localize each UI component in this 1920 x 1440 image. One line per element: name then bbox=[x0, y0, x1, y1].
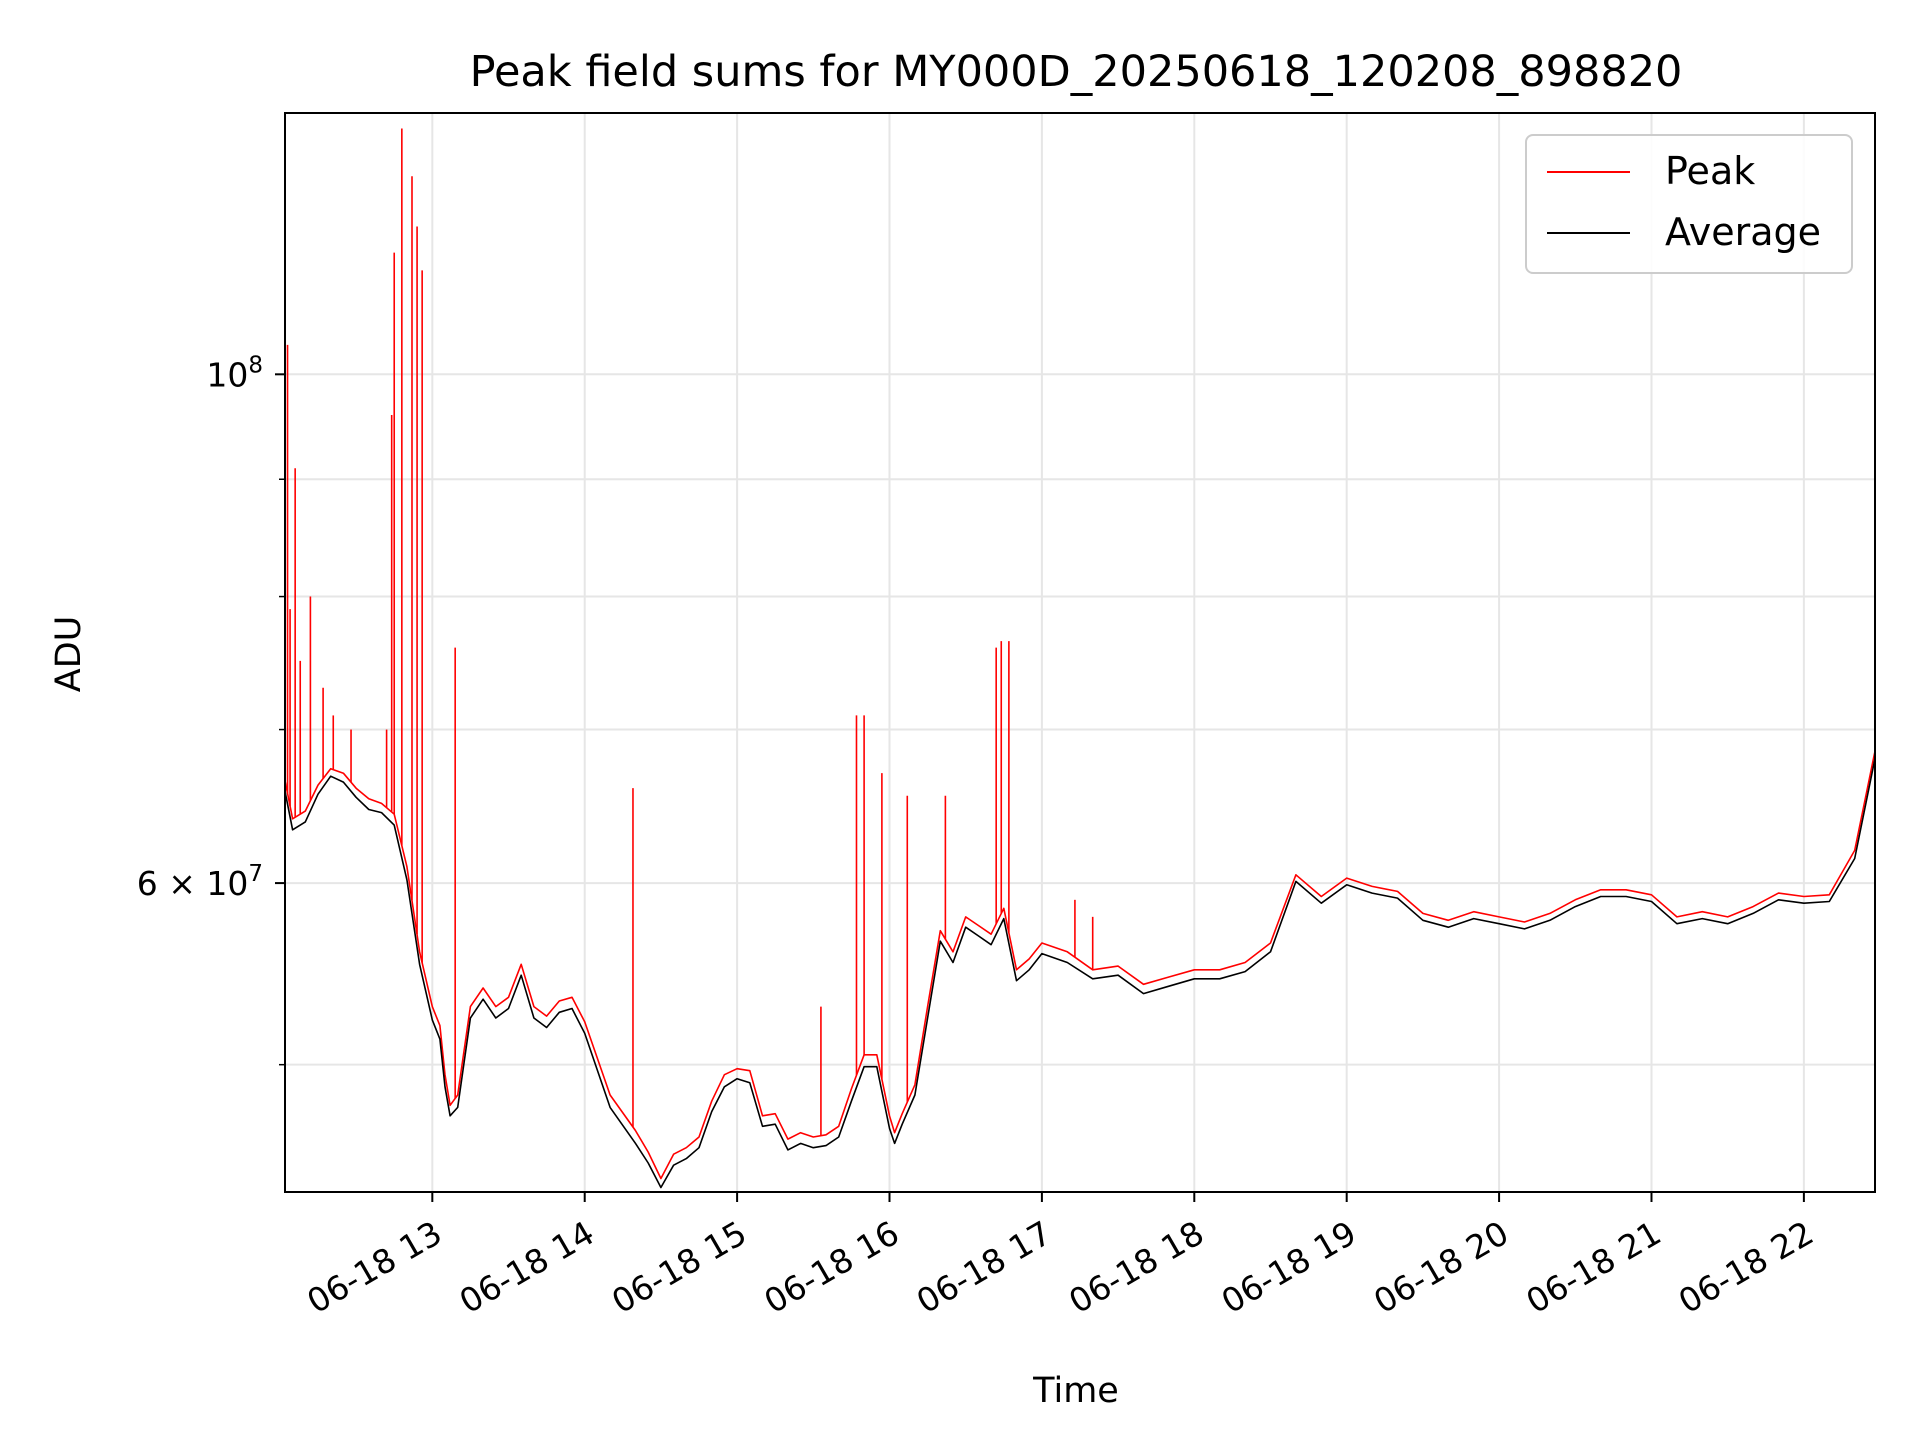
y-axis-label: ADU bbox=[49, 616, 89, 693]
chart-title: Peak field sums for MY000D_20250618_1202… bbox=[470, 47, 1683, 97]
y-tick-base: 6 × 10 bbox=[137, 864, 249, 903]
x-axis-label: Time bbox=[1032, 1371, 1119, 1411]
y-tick-exponent: 8 bbox=[248, 352, 263, 378]
y-axis: 108 6 × 107 bbox=[137, 352, 285, 1066]
average-series-line bbox=[284, 758, 1876, 1189]
plot-frame bbox=[284, 112, 1876, 1193]
y-tick-label: 6 × 107 bbox=[137, 861, 263, 903]
y-tick-exponent: 7 bbox=[248, 861, 263, 887]
series-layer bbox=[284, 128, 1876, 1189]
legend-box bbox=[1525, 134, 1853, 274]
legend-label-peak: Peak bbox=[1665, 149, 1755, 193]
y-tick-label: 108 bbox=[206, 352, 263, 394]
legend: Peak Average bbox=[1525, 134, 1853, 274]
grid bbox=[285, 113, 1875, 1192]
y-tick-base: 10 bbox=[206, 355, 248, 394]
legend-label-average: Average bbox=[1665, 210, 1821, 254]
